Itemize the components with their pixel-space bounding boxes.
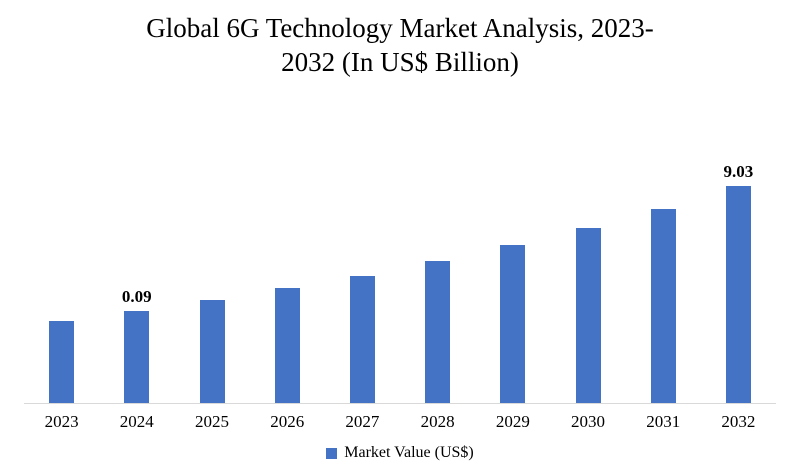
x-tick-label: 2029 — [495, 412, 530, 431]
bar-column — [475, 88, 550, 403]
bar — [650, 209, 676, 403]
chart-title: Global 6G Technology Market Analysis, 20… — [146, 13, 654, 77]
legend-label: Market Value (US$) — [344, 444, 474, 461]
x-tick-label: 2027 — [345, 412, 380, 431]
x-tick-label: 2026 — [270, 412, 305, 431]
x-axis: 2023 2024 2025 2026 2027 2028 2029 2030 2031 2032 — [24, 404, 776, 436]
bar — [49, 321, 75, 403]
bar — [274, 288, 300, 403]
x-tick-label: 2028 — [420, 412, 455, 431]
bar-column: 9.03 — [701, 88, 776, 403]
bar-value-label: 0.09 — [121, 287, 152, 306]
x-tick-label: 2023 — [44, 412, 79, 431]
bar-column — [325, 88, 400, 403]
x-tick-label: 2025 — [195, 412, 229, 431]
bar — [124, 311, 150, 403]
bar-column: 0.09 — [99, 88, 174, 403]
x-tick-label: 2024 — [119, 412, 154, 431]
plot-area: 0.09 9.03 — [24, 88, 776, 404]
bar — [349, 276, 375, 403]
x-tick-label: 2030 — [571, 412, 606, 431]
bar-value-label: 9.03 — [723, 162, 754, 181]
bar — [725, 186, 751, 403]
bar — [575, 228, 601, 403]
x-tick-label: 2032 — [721, 412, 756, 431]
legend-swatch-icon — [326, 447, 338, 459]
bar — [199, 300, 225, 403]
legend: Market Value (US$) — [0, 436, 800, 476]
bar — [425, 261, 451, 403]
bar-column — [400, 88, 475, 403]
bar — [500, 245, 526, 403]
bar-column — [24, 88, 99, 403]
bar-column — [250, 88, 325, 403]
bar-column — [550, 88, 625, 403]
plot-wrap: 0.09 9.03 2023 2024 2025 2026 2027 2028 2029 203… — [24, 80, 776, 437]
bar-column — [174, 88, 249, 403]
x-tick-label: 2031 — [646, 412, 681, 431]
bar-column — [626, 88, 701, 403]
